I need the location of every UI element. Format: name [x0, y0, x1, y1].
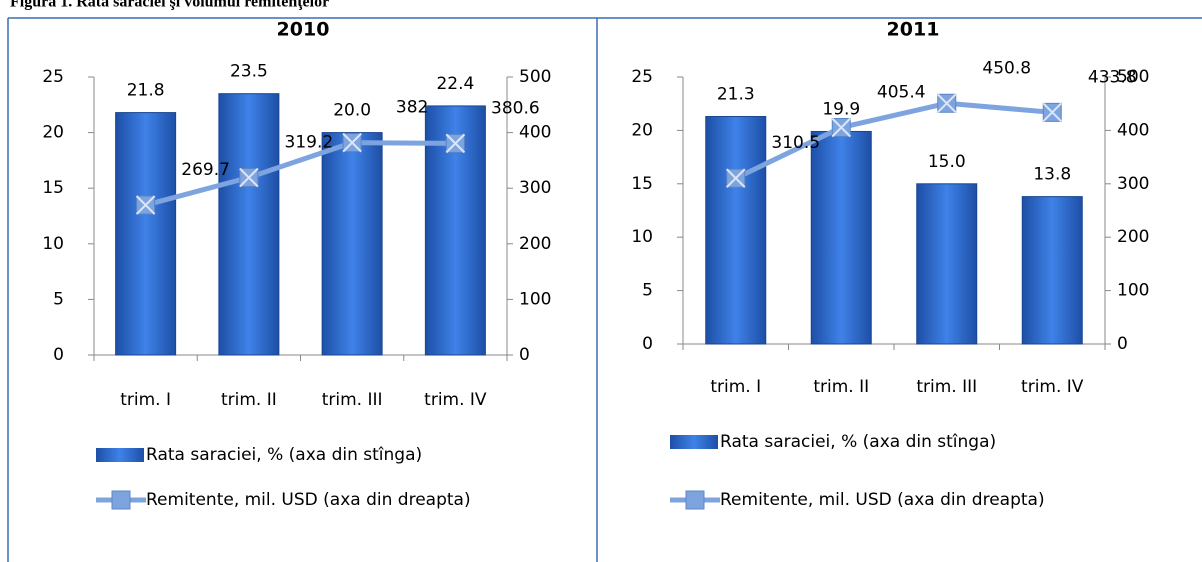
legend-label: Rata saraciei, % (axa din stînga): [146, 445, 422, 465]
y-tick-label: 5: [53, 289, 64, 309]
bar: [1021, 196, 1083, 345]
chart-title: 2010: [277, 19, 330, 41]
y2-tick-label: 300: [1117, 174, 1149, 194]
y-tick-label: 25: [631, 67, 653, 87]
x-tick-label: trim. I: [710, 377, 761, 397]
bar-label: 19.9: [822, 99, 860, 119]
y2-tick-label: 200: [1117, 227, 1149, 247]
line-marker: [831, 117, 851, 138]
bar: [115, 112, 177, 356]
line-label: 310.5: [771, 133, 820, 153]
bar: [705, 116, 767, 345]
y2-tick-label: 200: [519, 234, 551, 254]
x-tick-label: trim. I: [120, 390, 171, 410]
y-tick-label: 5: [642, 281, 653, 301]
y2-tick-label: 100: [1117, 281, 1149, 301]
y2-tick-label: 500: [1117, 67, 1149, 87]
x-tick-label: trim. II: [221, 390, 277, 410]
legend-swatch: [96, 448, 144, 462]
legend-label: Remitente, mil. USD (axa din dreapta): [146, 490, 471, 510]
line-marker: [239, 167, 259, 188]
legend-marker: [685, 490, 705, 510]
y2-tick-label: 100: [519, 289, 551, 309]
line-label: 382: [396, 98, 428, 118]
line-marker: [726, 168, 746, 188]
y2-tick-label: 0: [519, 345, 530, 365]
y-tick-label: 10: [631, 227, 653, 247]
y-tick-label: 0: [642, 334, 653, 354]
x-tick-label: trim. III: [322, 390, 383, 410]
y-tick-label: 0: [53, 345, 64, 365]
line-label: 319.2: [285, 133, 334, 153]
legend-label: Remitente, mil. USD (axa din dreapta): [720, 490, 1045, 510]
y-tick-label: 25: [42, 67, 64, 87]
line-marker: [937, 93, 957, 113]
y-tick-label: 15: [42, 178, 64, 198]
figure-title: Figura 1. Rata saraciei şi volumul remit…: [10, 0, 329, 11]
bar-label: 15.0: [928, 152, 966, 172]
line-marker: [445, 133, 466, 154]
y2-tick-label: 500: [519, 67, 551, 87]
line-marker: [135, 195, 156, 215]
legend-marker: [111, 490, 131, 510]
line: [734, 100, 1053, 181]
line-marker: [342, 132, 362, 153]
x-tick-label: trim. II: [813, 377, 869, 397]
chart-title: 2011: [887, 19, 940, 41]
y2-tick-label: 0: [1117, 334, 1128, 354]
y2-tick-label: 400: [519, 123, 551, 143]
line-label: 450.8: [982, 58, 1031, 78]
bar-label: 21.3: [717, 85, 755, 105]
line-marker: [1042, 102, 1062, 123]
bar-label: 23.5: [230, 62, 268, 82]
bar: [218, 93, 280, 356]
y-tick-label: 15: [631, 174, 653, 194]
bar: [321, 132, 383, 356]
y-tick-label: 20: [42, 123, 64, 143]
line-label: 433.8: [1088, 67, 1137, 87]
line-label: 380.6: [491, 98, 540, 118]
bar-label: 22.4: [436, 74, 474, 94]
y2-tick-label: 300: [519, 178, 551, 198]
x-tick-label: trim. IV: [1021, 377, 1084, 397]
bar: [916, 183, 978, 345]
bar-label: 13.8: [1033, 165, 1071, 185]
y-tick-label: 10: [42, 234, 64, 254]
line-label: 405.4: [877, 83, 926, 103]
y2-tick-label: 400: [1117, 120, 1149, 140]
bar-label: 21.8: [127, 81, 165, 101]
legend-swatch: [670, 435, 718, 449]
bar-label: 20.0: [333, 101, 371, 121]
y-tick-label: 20: [631, 120, 653, 140]
x-tick-label: trim. IV: [424, 390, 487, 410]
line: [144, 140, 456, 208]
x-tick-label: trim. III: [916, 377, 977, 397]
line-label: 269.7: [181, 160, 230, 180]
legend-label: Rata saraciei, % (axa din stînga): [720, 432, 996, 452]
bar: [810, 130, 872, 345]
